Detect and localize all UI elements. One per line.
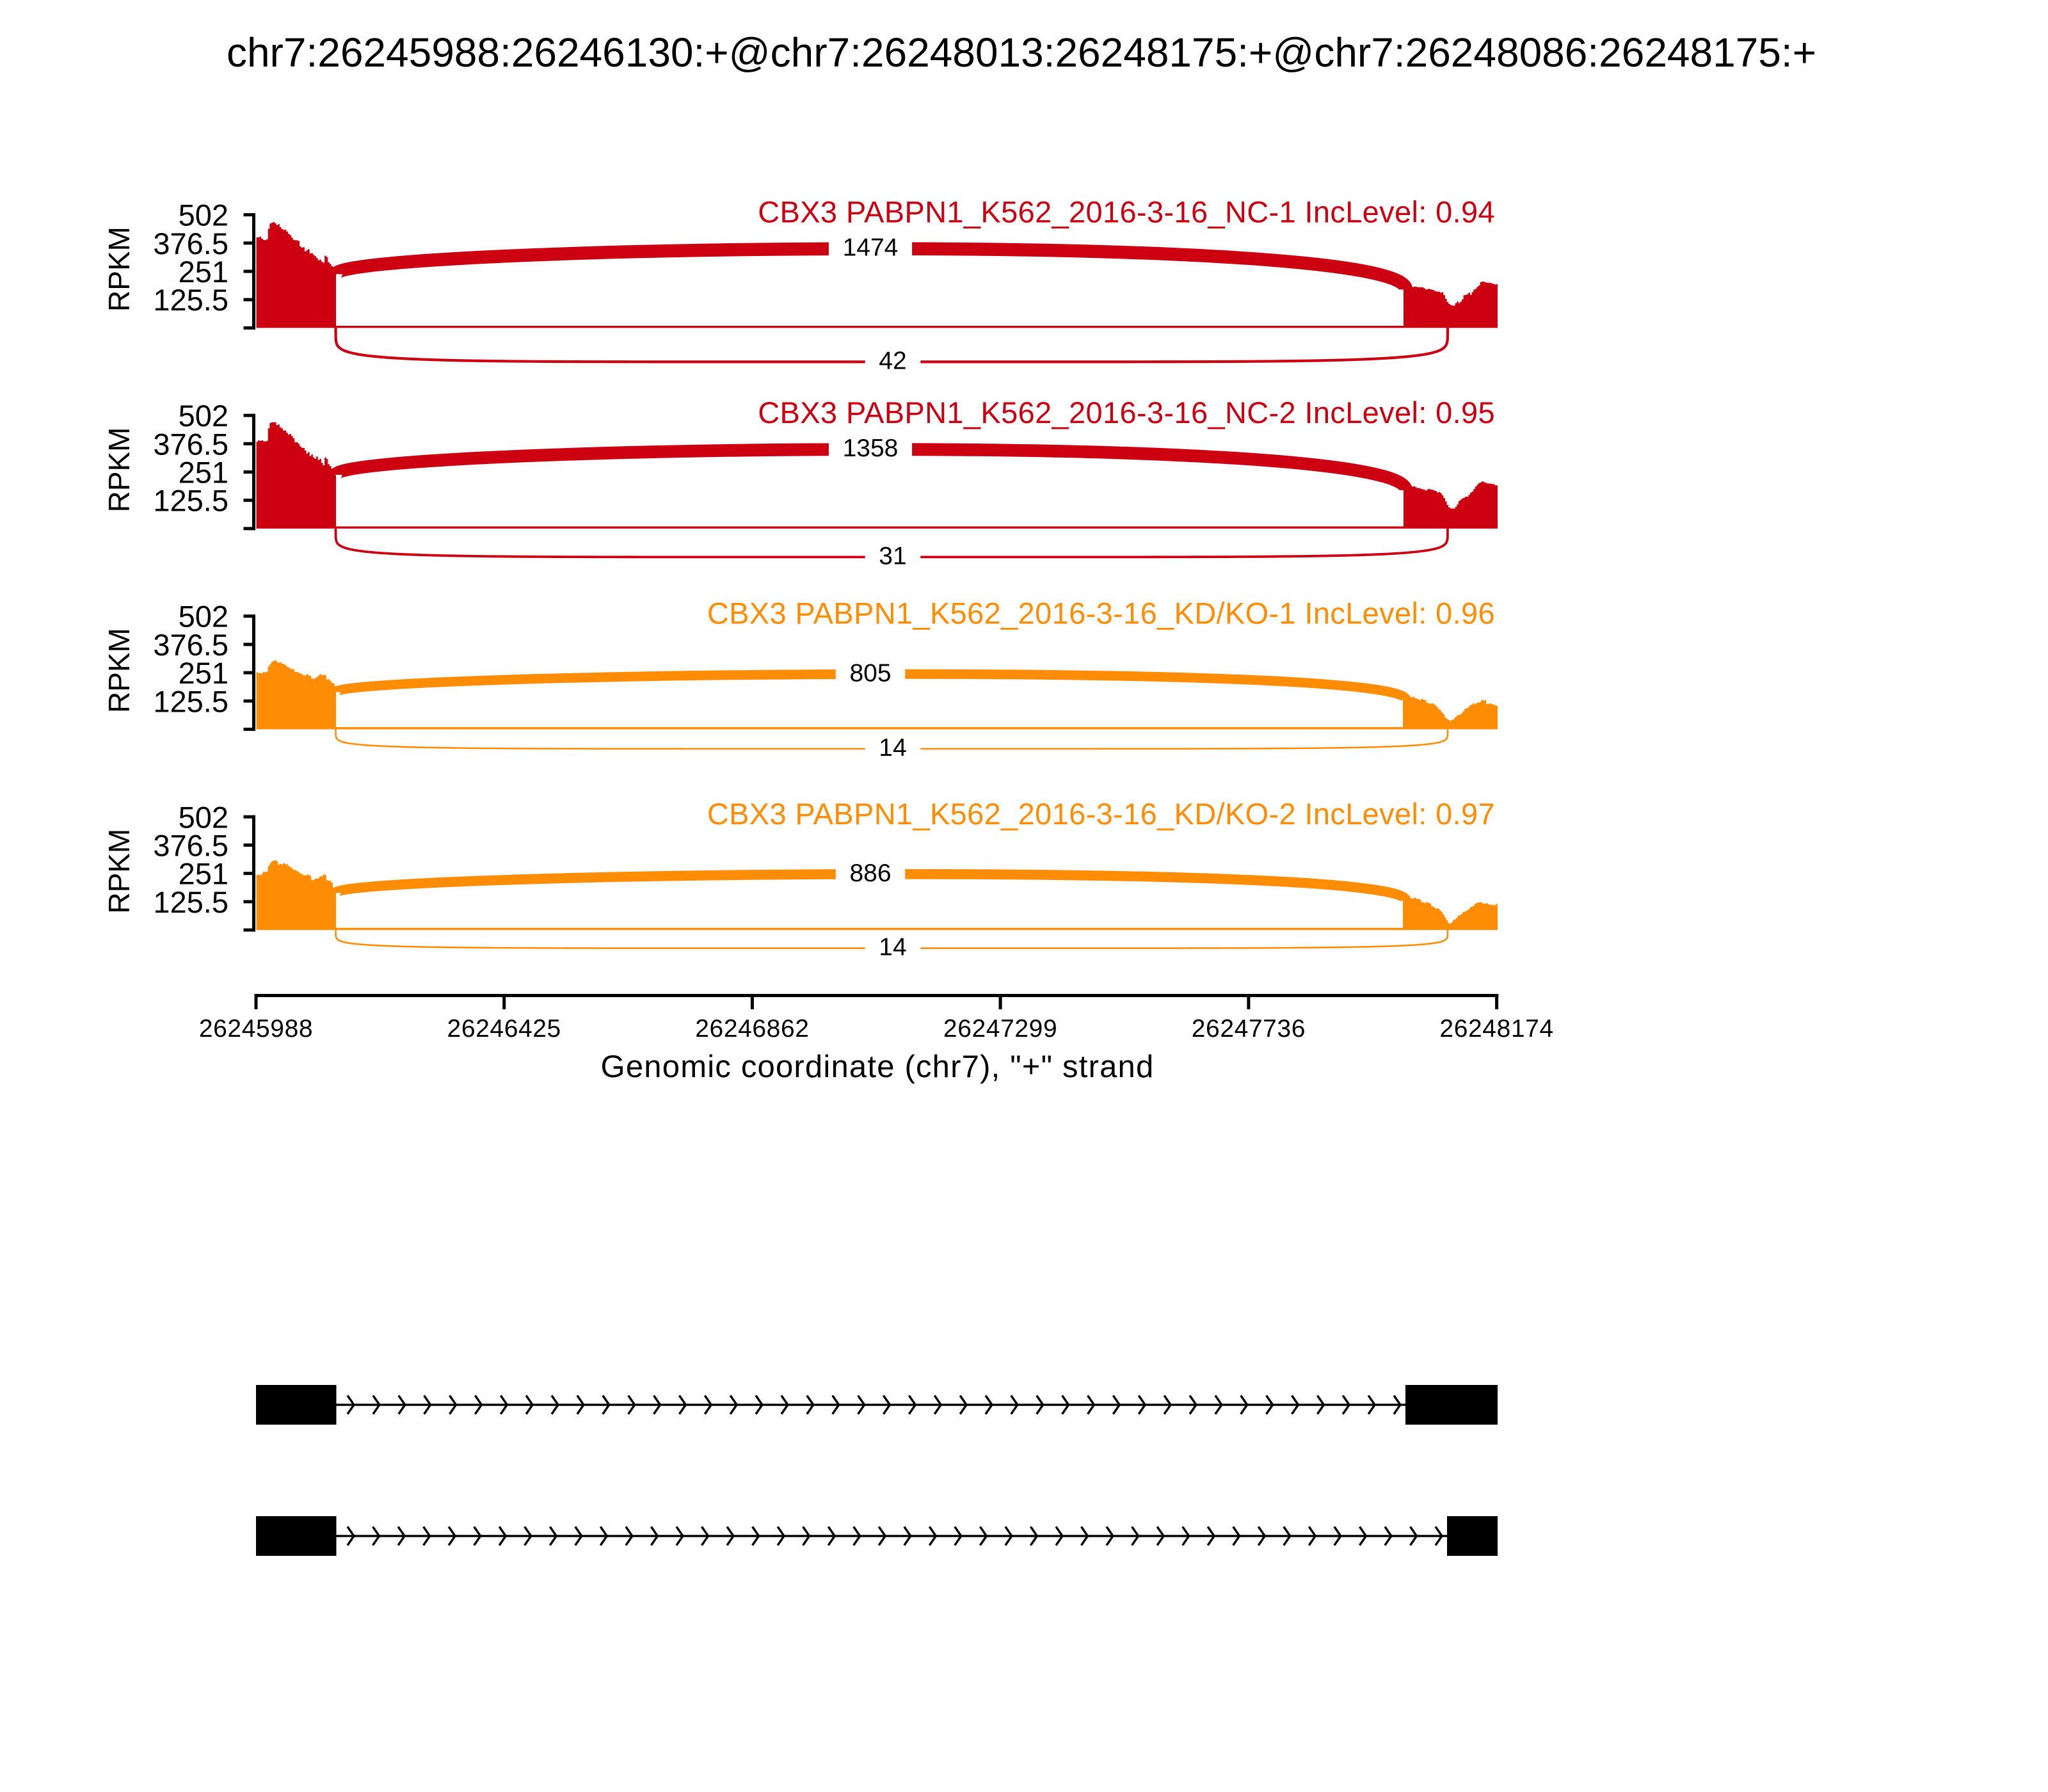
- svg-text:42: 42: [879, 347, 906, 374]
- svg-text:502: 502: [179, 399, 228, 433]
- svg-text:RPKM: RPKM: [102, 628, 136, 713]
- svg-text:125.5: 125.5: [153, 885, 228, 919]
- svg-text:14: 14: [879, 934, 906, 961]
- svg-text:26245988: 26245988: [199, 1015, 313, 1043]
- svg-text:31: 31: [879, 542, 906, 570]
- svg-text:RPKM: RPKM: [102, 227, 136, 312]
- svg-text:251: 251: [179, 857, 228, 891]
- svg-text:CBX3 PABPN1_K562_2016-3-16_KD/: CBX3 PABPN1_K562_2016-3-16_KD/KO-1 IncLe…: [707, 596, 1495, 630]
- svg-text:26248174: 26248174: [1439, 1015, 1553, 1043]
- svg-text:RPKM: RPKM: [102, 829, 136, 914]
- svg-text:125.5: 125.5: [153, 684, 228, 718]
- svg-text:1474: 1474: [843, 234, 899, 262]
- svg-text:886: 886: [849, 860, 891, 887]
- svg-text:376.5: 376.5: [153, 227, 228, 260]
- svg-text:CBX3 PABPN1_K562_2016-3-16_KD/: CBX3 PABPN1_K562_2016-3-16_KD/KO-2 IncLe…: [707, 797, 1495, 831]
- svg-text:376.5: 376.5: [153, 829, 228, 863]
- svg-text:26246425: 26246425: [447, 1015, 561, 1043]
- svg-text:125.5: 125.5: [153, 484, 228, 518]
- svg-text:26247299: 26247299: [943, 1015, 1057, 1043]
- svg-text:26246862: 26246862: [695, 1015, 809, 1043]
- svg-text:502: 502: [179, 600, 228, 634]
- svg-text:26247736: 26247736: [1192, 1015, 1306, 1043]
- svg-text:14: 14: [879, 734, 906, 762]
- svg-text:502: 502: [179, 800, 228, 834]
- svg-text:1358: 1358: [843, 435, 899, 462]
- svg-text:Genomic coordinate (chr7), "+": Genomic coordinate (chr7), "+" strand: [601, 1050, 1155, 1084]
- svg-text:chr7:26245988:26246130:+@chr7:: chr7:26245988:26246130:+@chr7:26248013:2…: [227, 29, 1816, 76]
- svg-text:CBX3 PABPN1_K562_2016-3-16_NC-: CBX3 PABPN1_K562_2016-3-16_NC-2 IncLevel…: [758, 396, 1495, 429]
- svg-text:251: 251: [179, 456, 228, 490]
- svg-text:376.5: 376.5: [153, 427, 228, 461]
- svg-text:805: 805: [849, 659, 891, 687]
- svg-text:376.5: 376.5: [153, 628, 228, 662]
- svg-text:125.5: 125.5: [153, 283, 228, 317]
- svg-text:502: 502: [179, 198, 228, 232]
- svg-text:251: 251: [179, 255, 228, 289]
- svg-text:251: 251: [179, 656, 228, 690]
- svg-text:RPKM: RPKM: [102, 428, 136, 513]
- svg-text:CBX3 PABPN1_K562_2016-3-16_NC-: CBX3 PABPN1_K562_2016-3-16_NC-1 IncLevel…: [758, 195, 1495, 228]
